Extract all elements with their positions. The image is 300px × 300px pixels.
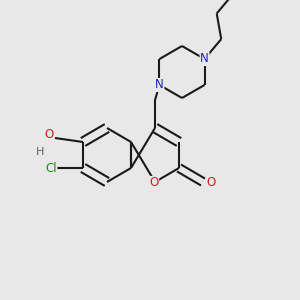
Text: N: N [155, 79, 164, 92]
Text: Cl: Cl [45, 161, 57, 175]
Text: H: H [36, 147, 44, 157]
Text: O: O [44, 128, 54, 142]
Text: O: O [206, 176, 216, 188]
Text: O: O [149, 176, 159, 190]
Text: N: N [200, 52, 209, 65]
